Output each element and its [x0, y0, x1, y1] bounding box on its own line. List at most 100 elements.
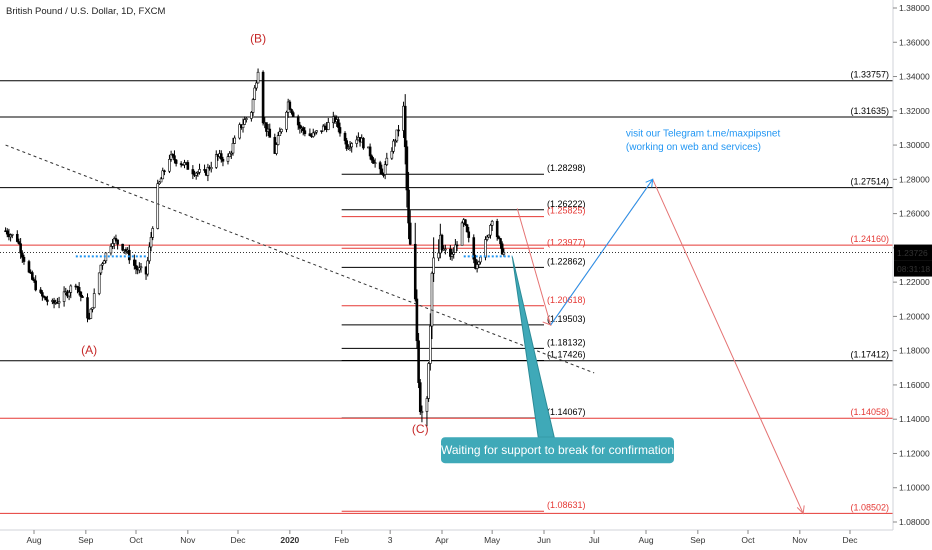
price-series	[4, 68, 506, 427]
candle-body	[370, 155, 374, 161]
wave-label: (B)	[250, 31, 266, 45]
candle-body	[79, 291, 83, 297]
candle-body	[418, 382, 422, 413]
level-label: (1.31635)	[850, 106, 889, 116]
candle-body	[134, 265, 138, 270]
trendline	[5, 144, 595, 374]
countdown-badge-bg	[894, 260, 932, 277]
candle-body	[41, 292, 44, 297]
candle-body	[465, 224, 469, 233]
price-tick-label: 1.20000	[899, 311, 930, 321]
candle-body	[298, 124, 302, 129]
candle-body	[345, 140, 348, 149]
wave-label: (C)	[412, 422, 429, 436]
candle-body	[116, 239, 119, 245]
candle-body	[5, 230, 9, 235]
candle-body	[231, 143, 235, 154]
candle-body	[99, 264, 103, 274]
price-axis[interactable]: 1.38000 1.36000 1.34000 1.32000 1.30000 1.280…	[892, 0, 932, 530]
candle-body	[495, 220, 499, 238]
candle-body	[151, 228, 155, 238]
price-tick-label: 1.32000	[899, 106, 930, 116]
horizontal-levels: (1.33757) (1.31635) (1.28298) (1.27514) (1.2…	[0, 70, 893, 514]
candle-body	[497, 236, 501, 239]
candle-body	[139, 266, 143, 269]
level-label: (1.25825)	[547, 206, 586, 216]
candle-body	[111, 243, 114, 247]
candle-body	[250, 112, 253, 119]
time-tick-label: Sep	[690, 535, 705, 545]
candle-body	[415, 298, 419, 342]
candle-body	[194, 172, 198, 176]
candle-body	[467, 231, 471, 238]
candle-body	[101, 263, 104, 266]
candle-body	[280, 128, 283, 133]
candle-body	[502, 252, 506, 255]
projection-red-arrow	[796, 505, 805, 515]
price-tick-label: 1.36000	[899, 37, 930, 47]
candle-body	[296, 116, 300, 126]
price-tick-label: 1.18000	[899, 346, 930, 356]
candle-body	[233, 137, 236, 144]
time-tick-label: Oct	[129, 535, 143, 545]
candle-body	[373, 162, 377, 164]
time-tick-label: Dec	[230, 535, 246, 545]
candle-body	[241, 124, 245, 128]
candle-body	[27, 261, 31, 273]
time-tick-label: 2020	[280, 535, 299, 545]
candle-body	[350, 143, 354, 148]
candle-body	[479, 256, 482, 263]
candle-body	[67, 292, 71, 297]
candle-body	[485, 236, 489, 240]
price-tick-label: 1.22000	[899, 277, 930, 287]
candle-body	[487, 234, 491, 238]
countdown-badge: 08:31:18	[897, 264, 930, 274]
time-tick-label: Aug	[638, 535, 653, 545]
level-label: (1.23977)	[547, 237, 586, 247]
price-tick-label: 1.28000	[899, 174, 930, 184]
candle-body	[390, 150, 394, 159]
candle-body	[163, 170, 166, 173]
candle-body	[452, 252, 456, 255]
candle-body	[449, 248, 452, 257]
candle-body	[276, 135, 280, 145]
candle-body	[397, 129, 400, 132]
level-label: (1.17412)	[850, 350, 889, 360]
candle-body	[251, 99, 255, 113]
candle-body	[86, 297, 89, 319]
candle-body	[39, 289, 42, 293]
candle-body	[413, 243, 417, 300]
candle-body	[437, 252, 440, 259]
candle-body	[253, 87, 257, 100]
candle-body	[403, 105, 407, 148]
candle-body	[380, 168, 384, 175]
candle-body	[174, 159, 178, 164]
price-tick-label: 1.12000	[899, 448, 930, 458]
candle-body	[475, 264, 479, 269]
level-label: (1.28298)	[547, 163, 586, 173]
level-label: (1.08631)	[547, 500, 586, 510]
telegram-text-line2: (working on web and services)	[626, 142, 761, 153]
price-tick-label: 1.34000	[899, 72, 930, 82]
candle-body	[288, 101, 292, 110]
level-label: (1.27514)	[850, 177, 889, 187]
candle-body	[203, 169, 206, 171]
candle-body	[427, 363, 430, 399]
candle-body	[57, 301, 61, 304]
time-tick-label: Feb	[334, 535, 349, 545]
candle-body	[311, 132, 315, 137]
time-axis[interactable]: Aug Sep Oct Nov Dec 2020 Feb 3 Apr May Jun Jul Aug Se…	[0, 529, 893, 545]
candle-body	[10, 233, 14, 236]
candle-body	[243, 119, 246, 125]
candle-body	[256, 71, 260, 84]
time-tick-label: Jun	[537, 535, 551, 545]
candle-body	[92, 293, 96, 309]
candle-body	[417, 340, 420, 383]
level-label: (1.20618)	[547, 295, 586, 305]
time-tick-label: Oct	[741, 535, 755, 545]
candle-body	[81, 296, 84, 298]
candle-body	[191, 169, 195, 175]
candle-body	[156, 183, 160, 229]
candle-body	[405, 146, 409, 191]
